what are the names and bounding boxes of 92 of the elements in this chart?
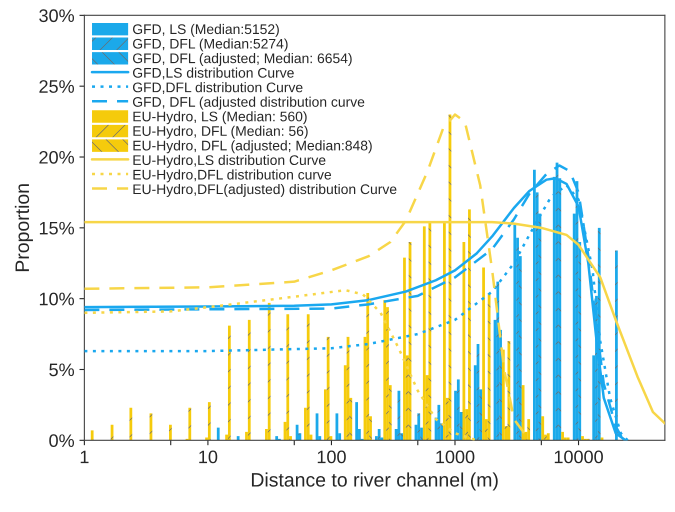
bar xyxy=(225,434,228,440)
x-tick-label: 10 xyxy=(199,450,218,464)
bar xyxy=(245,432,248,440)
bar xyxy=(508,341,510,440)
bar xyxy=(408,242,412,440)
bar xyxy=(129,408,132,440)
bar xyxy=(494,320,496,440)
bar xyxy=(564,437,567,440)
bar xyxy=(538,214,542,440)
x-tick-label: 100 xyxy=(318,450,346,464)
bar xyxy=(476,344,480,440)
bar xyxy=(364,336,366,440)
bar xyxy=(355,402,358,440)
bar xyxy=(110,424,114,440)
bar xyxy=(286,314,290,440)
bar xyxy=(289,436,292,440)
legend-label: EU-Hydro, LS (Median: 560) xyxy=(133,111,307,124)
bar xyxy=(344,365,347,440)
bar xyxy=(460,412,462,440)
y-tick-label: 25% xyxy=(39,80,74,93)
legend-label: GFD, DFL (adjusted distribution curve xyxy=(132,96,364,110)
bar xyxy=(522,385,525,440)
x-axis-title: Distance to river channel (m) xyxy=(252,472,498,491)
bar xyxy=(414,424,418,440)
bar xyxy=(468,209,471,440)
bar xyxy=(346,336,350,440)
legend-label: GFD, LS (Median:5152) xyxy=(132,24,279,37)
x-tick-label: 10000 xyxy=(554,450,603,464)
bar xyxy=(304,408,307,440)
bar xyxy=(454,390,457,440)
bar xyxy=(426,375,428,440)
bar xyxy=(388,385,392,440)
bar xyxy=(516,238,519,440)
bar xyxy=(284,422,286,440)
legend-label: GFD, DFL (Median:5274) xyxy=(132,38,288,52)
legend-label: EU-Hydro,DFL distribution curve xyxy=(133,169,332,182)
bar xyxy=(581,436,584,440)
bar xyxy=(403,258,406,440)
bar xyxy=(561,432,564,440)
bar xyxy=(541,416,544,440)
bar xyxy=(358,428,361,440)
bar xyxy=(296,424,298,440)
bar xyxy=(420,428,423,440)
y-tick-label: 30% xyxy=(39,9,74,22)
bar xyxy=(265,428,268,440)
bar xyxy=(440,423,444,440)
bar xyxy=(150,413,152,440)
bar xyxy=(298,433,302,440)
bar xyxy=(524,432,528,440)
bar xyxy=(443,222,446,440)
x-tick-label: 1 xyxy=(80,450,89,464)
bar xyxy=(544,434,547,440)
bar xyxy=(369,416,372,440)
legend-label: EU-Hydro, DFL (Median: 56) xyxy=(133,126,308,139)
bar xyxy=(398,390,400,440)
y-tick-label: 0% xyxy=(49,434,74,448)
bar xyxy=(499,330,502,440)
legend-label: EU-Hydro, DFL (adjusted; Median:848) xyxy=(133,140,372,154)
bar xyxy=(482,268,485,440)
bar xyxy=(488,293,491,440)
bar xyxy=(374,436,378,440)
bar xyxy=(324,389,327,440)
bar xyxy=(380,437,384,440)
bar xyxy=(326,336,330,440)
y-axis-title: Proportion xyxy=(14,184,33,272)
bar xyxy=(228,326,231,440)
legend-label: GFD, DFL (adjusted; Median: 6654) xyxy=(132,53,352,66)
bar xyxy=(316,413,318,440)
bar xyxy=(600,437,604,440)
bar xyxy=(310,434,312,440)
bar xyxy=(448,114,452,440)
bar xyxy=(188,408,192,440)
bar xyxy=(330,436,332,440)
y-tick-label: 10% xyxy=(40,292,74,306)
x-tick-label: 1000 xyxy=(436,450,474,464)
bar xyxy=(576,181,578,440)
bar xyxy=(205,437,208,440)
y-tick-label: 15% xyxy=(40,222,74,235)
bar xyxy=(336,413,338,440)
legend-label: EU-Hydro,LS distribution Curve xyxy=(133,154,326,168)
bar xyxy=(386,307,389,440)
bar xyxy=(394,428,398,440)
legend-label: GFD,DFL distribution Curve xyxy=(132,82,302,94)
bar xyxy=(556,162,558,440)
y-tick-label: 20% xyxy=(39,150,74,164)
bar xyxy=(169,424,172,440)
bar xyxy=(428,222,432,440)
legend-label: GFD,LS distribution Curve xyxy=(132,68,294,80)
legend-label: EU-Hydro,DFL(adjusted) distribution Curve xyxy=(133,184,396,197)
bar xyxy=(504,426,508,440)
y-tick-label: 5% xyxy=(49,364,74,376)
bar xyxy=(462,242,466,440)
